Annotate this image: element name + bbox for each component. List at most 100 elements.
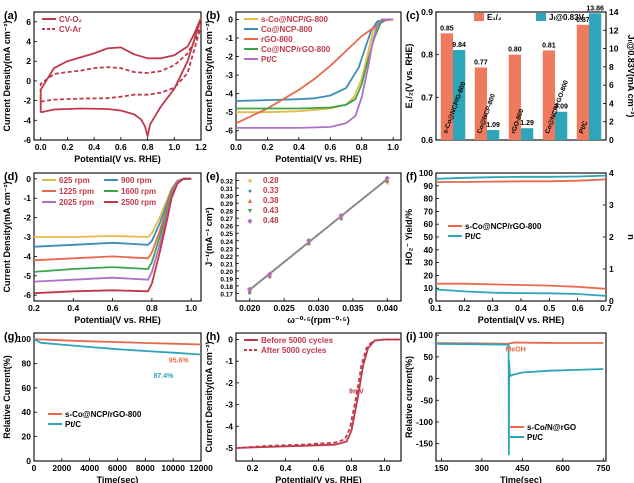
x-tick-label: 0.4 (515, 303, 527, 313)
y-tick-label: 80 (22, 358, 32, 368)
data-point: ★ (267, 272, 273, 280)
y-right-axis-title: n (626, 234, 634, 240)
y-tick-label: 4 (26, 37, 31, 47)
data-point: ▼ (338, 213, 345, 220)
x-tick-label: 0.1 (430, 303, 442, 313)
x-tick-label: 0.6 (572, 303, 584, 313)
panel-g: (g) 0 2000 4000 6000 8000 10000 12000 0 20 40 60 80 1… (2, 331, 213, 483)
panel-label: (c) (406, 10, 420, 22)
data-point: ● (248, 290, 252, 297)
y-tick-label: 0 (26, 456, 31, 466)
category-label: Pt/C (578, 120, 589, 135)
x-tick-label: 0.040 (377, 303, 399, 313)
y-tick-label: 0.8 (421, 50, 433, 60)
data-point: ◆ (306, 237, 312, 244)
legend-label: Jₗ@0.83V (549, 13, 585, 22)
legend-marker: ▲ (247, 198, 254, 205)
legend-label: E₁/₂ (487, 13, 502, 22)
y-tick-label: 20 (22, 432, 32, 442)
bar-value-label: 9.84 (452, 42, 466, 49)
x-axis-title: Potential(V vs. RHE) (74, 315, 161, 325)
data-point: ● (339, 216, 343, 223)
data-point: ▲ (305, 239, 312, 246)
y-tick-label: -100 (416, 417, 433, 427)
x-tick-label: 0.6 (313, 463, 325, 473)
y-tick-label: 90 (424, 181, 434, 191)
x-tick-label: 0.4 (280, 463, 292, 473)
x-tick-label: 0.0 (230, 142, 242, 152)
legend-label: s-Co@NCP/G-800 (261, 15, 328, 24)
x-axis-title: Potential(V vs. RHE) (74, 154, 161, 164)
x-tick-label: 0.7 (600, 303, 612, 313)
y-tick-label: 50 (424, 232, 434, 242)
y-axis-title: Relative Current(%) (2, 355, 12, 439)
data-point: ◆ (247, 286, 253, 293)
x-tick-label: 0.025 (273, 303, 295, 313)
panel-e: (e) 0.020 0.025 0.030 0.035 0.040 0.170.180.19… (204, 171, 402, 325)
y-tick-label: -50 (421, 395, 434, 405)
y-right-axis-title: Jₗ@0.83V(mA cm⁻²) (626, 35, 634, 118)
x-tick-label: 4000 (80, 463, 99, 473)
series-line-1 (33, 338, 202, 356)
annotation: 95.6% (169, 357, 190, 364)
legend-label: Pt/C (465, 232, 481, 241)
bar-e-half (440, 33, 453, 141)
data-point: ★ (247, 287, 253, 295)
legend-label: Pt/C (527, 433, 543, 442)
y-tick-label: -4 (225, 89, 233, 99)
y-tick-label: 20 (424, 270, 434, 280)
plot-frame (235, 11, 402, 141)
series-line-4 (236, 18, 394, 129)
x-tick-label: 1.0 (168, 142, 180, 152)
panel-a: (a) 0.0 0.2 0.4 0.6 0.8 1.0 1.2 -6 -4 -2 0 2 4 6 Potent… (2, 10, 207, 164)
x-tick-label: 12000 (189, 463, 213, 473)
y-tick-label: 0.30 (220, 194, 233, 201)
series-line-0 (33, 338, 202, 346)
y-tick-label: 0.17 (220, 291, 233, 298)
data-point: ★ (306, 239, 312, 247)
legend-marker: ◆ (247, 218, 253, 225)
x-tick-label: 0.020 (239, 303, 261, 313)
legend-label: 0.43 (263, 206, 279, 215)
data-point: ▼ (246, 287, 253, 294)
x-tick-label: 8000 (136, 463, 155, 473)
legend-label: Before 5000 cycles (261, 336, 334, 345)
y-right-tick-label: 1 (609, 264, 614, 274)
panel-b: (b) 0.0 0.2 0.4 0.6 0.8 1.0 -6 -5 -4 -3 -2 -1 0 Potent… (204, 10, 402, 164)
bar-current (453, 50, 466, 140)
x-axis-title: Potential(V vs. RHE) (275, 475, 362, 483)
data-point: ▲ (384, 177, 391, 184)
bar-value-label: 1.09 (486, 122, 500, 129)
y-tick-label: 70 (424, 206, 434, 216)
series-line-3 (435, 174, 607, 180)
y-tick-label: -150 (416, 439, 433, 449)
legend-label: 0.48 (263, 216, 279, 225)
y-right-tick-label: 2 (609, 117, 614, 127)
y-tick-label: -2 (225, 52, 233, 62)
y-tick-label: 0.25 (220, 231, 233, 238)
y-axis-title: Current Density(mA cm⁻²) (2, 21, 12, 132)
data-point: ◆ (385, 175, 391, 182)
y-axis-title: Relative current(%) (404, 356, 414, 438)
panel-label: (h) (206, 331, 220, 343)
y-tick-label: -4 (225, 421, 233, 431)
y-right-tick-label: 0 (609, 135, 614, 145)
y-tick-label: -2 (225, 378, 233, 388)
y-tick-label: 0.27 (220, 216, 233, 223)
x-tick-label: 0.8 (142, 142, 154, 152)
data-point: ▲ (246, 288, 253, 295)
panel-label: (f) (406, 171, 417, 183)
x-tick-label: 450 (515, 463, 529, 473)
y-right-tick-label: 14 (609, 7, 619, 17)
y-tick-label: 0.6 (421, 135, 433, 145)
y-tick-label: 0.26 (220, 224, 233, 231)
y-tick-label: 100 (419, 330, 433, 340)
panel-label: (e) (206, 171, 220, 183)
panel-label: (i) (406, 331, 417, 343)
y-tick-label: 0.28 (220, 209, 233, 216)
x-axis-title: Potential(V vs. RHE) (275, 154, 362, 164)
plot-frame (33, 11, 202, 141)
annotation: 9mV (349, 389, 364, 396)
y-tick-label: 6 (26, 17, 31, 27)
y-tick-label: 0.21 (220, 261, 233, 268)
